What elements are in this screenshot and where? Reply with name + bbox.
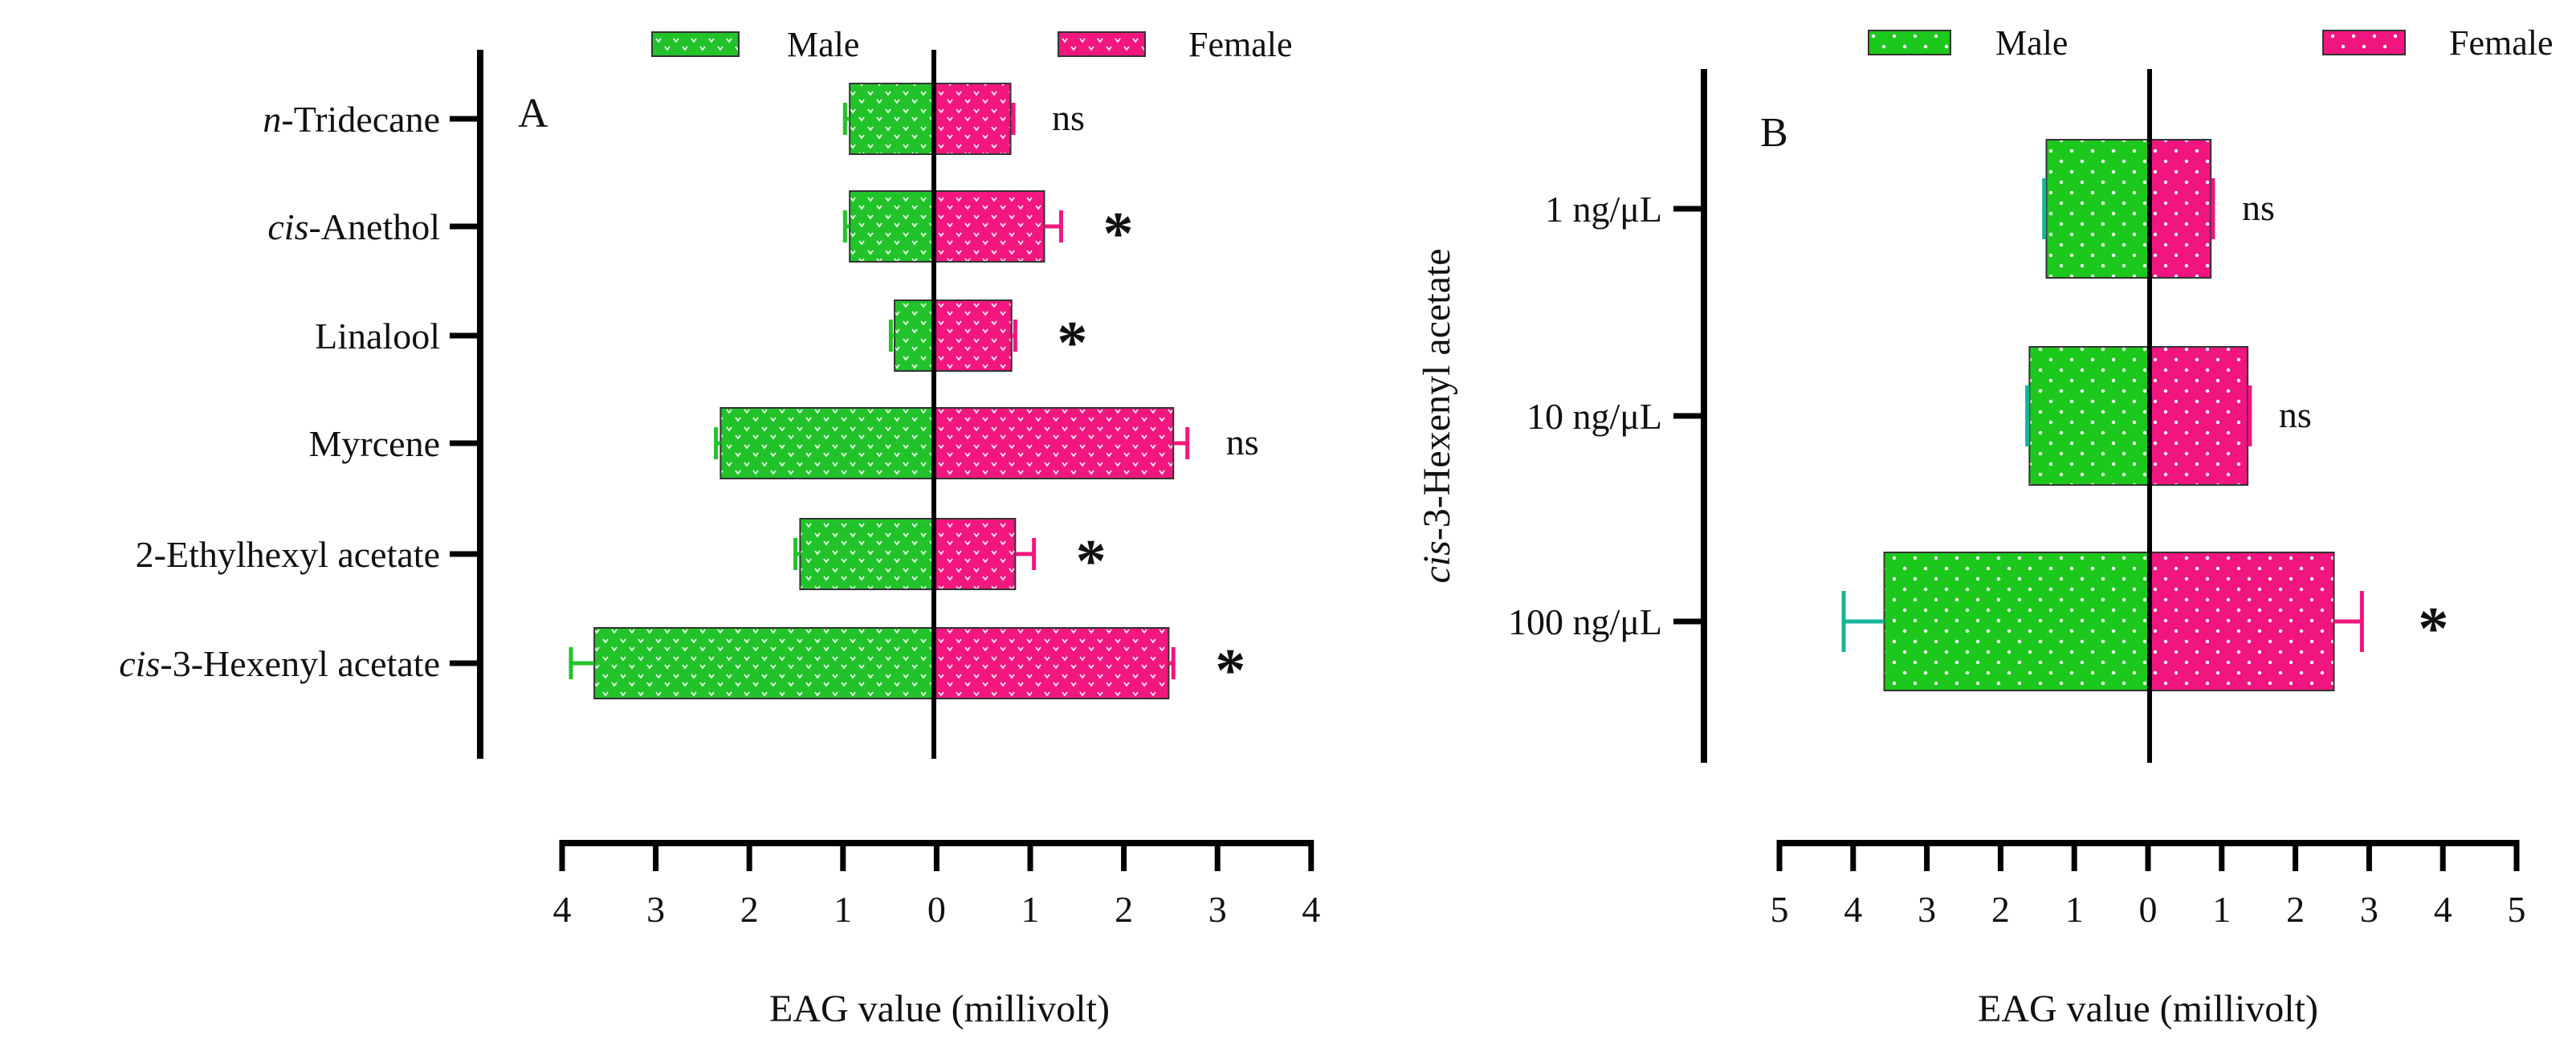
- x-tick-label-a: 1: [834, 889, 852, 930]
- male-bar-a: [894, 299, 935, 372]
- x-tick-label-a: 1: [1021, 889, 1040, 930]
- legend-female-label-b: Female: [2449, 23, 2554, 63]
- significance-label-b: ns: [2279, 394, 2312, 435]
- category-label-a: Myrcene: [309, 423, 440, 464]
- x-tick-label-b: 5: [2508, 889, 2526, 930]
- male-bar-a: [849, 83, 935, 155]
- female-bar-a: [933, 407, 1175, 479]
- x-tick-label-b: 3: [2360, 889, 2378, 930]
- x-tick-label-a: 2: [1115, 889, 1133, 930]
- significance-label-a: *: [1057, 309, 1087, 377]
- category-label-a: cis-3-Hexenyl acetate: [119, 643, 440, 684]
- x-tick-label-b: 4: [1844, 889, 1862, 930]
- x-tick-label-a: 4: [553, 889, 572, 930]
- male-bar-b: [2028, 346, 2150, 486]
- male-bar-a: [799, 518, 935, 590]
- significance-label-b: *: [2418, 595, 2448, 662]
- female-bar-a: [933, 190, 1045, 263]
- x-tick-label-b: 4: [2434, 889, 2452, 930]
- female-bar-a: [933, 627, 1170, 699]
- category-label-b: 1 ng/μL: [1545, 189, 1662, 230]
- male-bar-b: [2045, 139, 2150, 279]
- x-tick-label-b: 2: [1991, 889, 2010, 930]
- category-label-a: Linalool: [315, 316, 440, 356]
- legend-male-label-b: Male: [1995, 23, 2068, 63]
- category-label-b: 100 ng/μL: [1508, 601, 1662, 642]
- x-axis-label-a: EAG value (millivolt): [769, 988, 1110, 1030]
- x-tick-label-b: 5: [1771, 889, 1789, 930]
- x-axis-label-b: EAG value (millivolt): [1978, 988, 2318, 1030]
- panel-a: A Male Female n-Tridecane cis-Anethol Lina…: [119, 25, 1320, 1030]
- legend-female-swatch: [1058, 31, 1146, 57]
- female-bar-b: [2149, 139, 2212, 279]
- female-bar-a: [933, 83, 1012, 155]
- panel-a-label: A: [518, 91, 548, 136]
- female-bar-a: [933, 518, 1017, 590]
- male-bar-a: [849, 190, 935, 263]
- x-tick-label-a: 4: [1302, 889, 1320, 930]
- panel-b-label: B: [1760, 110, 1788, 156]
- female-bar-b: [2149, 346, 2249, 486]
- legend-male-swatch-b: [1868, 30, 1951, 55]
- category-label-a: cis-Anethol: [267, 206, 440, 247]
- x-tick-label-b: 0: [2139, 889, 2158, 930]
- significance-label-b: ns: [2242, 187, 2275, 228]
- significance-label-a: *: [1103, 200, 1133, 267]
- x-tick-label-b: 2: [2286, 889, 2305, 930]
- category-label-b: 10 ng/μL: [1526, 396, 1662, 437]
- x-tick-label-a: 2: [740, 889, 759, 930]
- female-bar-a: [933, 299, 1013, 372]
- x-tick-label-a: 0: [927, 889, 946, 930]
- significance-label-a: ns: [1226, 422, 1259, 462]
- male-bar-a: [593, 627, 935, 699]
- significance-label-a: *: [1076, 528, 1107, 595]
- legend-male-swatch: [651, 31, 740, 57]
- x-tick-label-b: 1: [2065, 889, 2084, 930]
- category-label-a: 2-Ethylhexyl acetate: [136, 534, 440, 575]
- category-label-a: n-Tridecane: [263, 99, 440, 140]
- x-tick-label-a: 3: [646, 889, 665, 930]
- x-tick-label-b: 3: [1918, 889, 1936, 930]
- x-tick-label-b: 1: [2212, 889, 2231, 930]
- legend-female-swatch-b: [2322, 30, 2406, 55]
- male-bar-a: [719, 407, 935, 479]
- male-bar-b: [1883, 552, 2151, 691]
- legend-female-label: Female: [1188, 25, 1293, 64]
- x-tick-label-a: 3: [1209, 889, 1227, 930]
- significance-label-a: ns: [1052, 97, 1085, 138]
- significance-label-a: *: [1215, 637, 1245, 704]
- y-axis-label-b: cis-3-Hexenyl acetate: [1416, 248, 1458, 583]
- legend-male-label: Male: [787, 25, 859, 64]
- female-bar-b: [2149, 552, 2335, 691]
- panel-b: B Male Female cis-3-Hexenyl acetate 1 ng…: [1416, 23, 2554, 1030]
